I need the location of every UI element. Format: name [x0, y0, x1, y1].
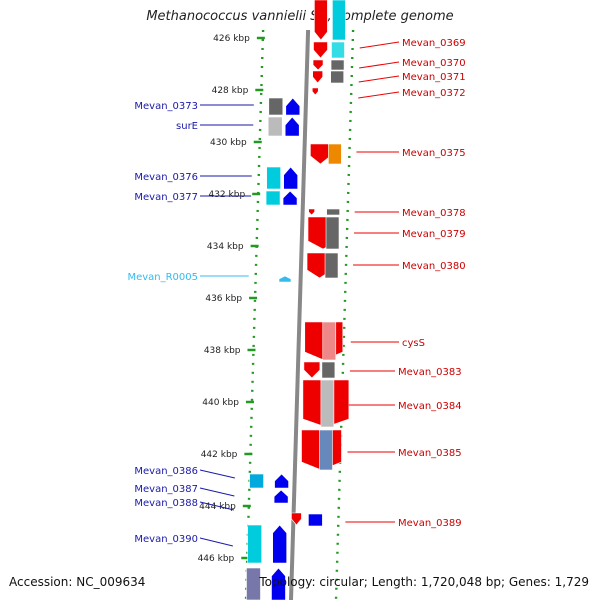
gene-category-box	[249, 473, 264, 489]
label-leader	[358, 75, 400, 83]
reverse-gene-arrow	[283, 166, 298, 190]
gene-label: Mevan_0375	[402, 148, 466, 159]
ruler-label: 434 kbp	[207, 242, 244, 252]
label-leader	[359, 41, 400, 49]
reverse-gene-arrow	[271, 567, 286, 600]
gene-category-box	[308, 513, 323, 527]
gene-label: Mevan_0389	[398, 518, 462, 529]
gene-category-box	[330, 70, 344, 84]
gene-label: Mevan_0385	[398, 448, 462, 459]
gene-category-box	[331, 41, 345, 59]
gene-category-box	[265, 190, 281, 206]
forward-gene-arrow	[311, 87, 319, 96]
gene-label: Mevan_0386	[134, 466, 198, 477]
label-leader	[199, 469, 236, 479]
gene-category-box	[321, 361, 336, 379]
forward-gene-arrow	[310, 143, 331, 165]
gene-label: Mevan_0371	[402, 72, 466, 83]
ruler-label: 436 kbp	[205, 294, 242, 304]
label-leader	[199, 501, 235, 511]
gene-category-box	[325, 216, 340, 250]
ruler-label: 440 kbp	[202, 398, 239, 408]
ruler-label: 444 kbp	[199, 502, 236, 512]
gene-category-box	[267, 116, 283, 137]
ruler-label: 428 kbp	[212, 86, 249, 96]
forward-gene-arrow	[308, 208, 315, 216]
reverse-gene-arrow	[282, 190, 298, 206]
reverse-gene-arrow	[285, 97, 301, 116]
ruler-label: 442 kbp	[201, 450, 238, 460]
forward-gene-arrow	[312, 59, 324, 71]
gene-label: Mevan_0380	[402, 261, 466, 272]
gene-category-box	[319, 429, 333, 471]
track-boundary-1	[334, 29, 355, 600]
gene-category-box	[247, 524, 262, 564]
genome-backbone	[289, 29, 311, 600]
genome-summary: Topology: circular; Length: 1,720,048 bp…	[259, 575, 589, 589]
gene-label: Mevan_0378	[402, 208, 466, 219]
gene-category-box	[320, 379, 335, 428]
reverse-gene-arrow	[272, 524, 287, 564]
gene-label: Mevan_0373	[134, 101, 198, 112]
reverse-gene-arrow	[284, 116, 300, 137]
forward-gene-arrow	[303, 361, 321, 379]
reverse-gene-arrow	[273, 489, 289, 504]
label-leader	[359, 61, 400, 69]
label-leader	[199, 487, 235, 497]
gene-category-box	[322, 321, 337, 361]
ruler-label: 430 kbp	[210, 138, 247, 148]
gene-label: Mevan_R0005	[127, 272, 198, 283]
rna-gene-arrow	[278, 275, 292, 283]
gene-label: Mevan_0377	[134, 192, 198, 203]
gene-category-box	[266, 166, 281, 190]
track-boundary-0	[244, 29, 265, 600]
gene-category-box	[268, 97, 284, 116]
forward-gene-arrow	[314, 0, 328, 41]
gene-category-box	[330, 59, 345, 71]
gene-category-box	[324, 252, 339, 279]
genome-title: Methanococcus vannielii SB, complete gen…	[146, 9, 454, 24]
gene-label: Mevan_0369	[402, 38, 466, 49]
reverse-gene-arrow	[274, 473, 289, 489]
forward-gene-arrow	[291, 512, 302, 526]
gene-label: cysS	[402, 338, 425, 349]
gene-label: surE	[176, 121, 198, 132]
gene-label: Mevan_0388	[134, 498, 198, 509]
gene-label: Mevan_0370	[402, 58, 466, 69]
accession-text: Accession: NC_009634	[9, 575, 146, 589]
gene-category-box	[246, 567, 261, 600]
gene-category-box	[328, 143, 342, 165]
forward-gene-arrow	[313, 41, 328, 59]
label-leader	[358, 91, 400, 99]
ruler-label: 438 kbp	[204, 346, 241, 356]
gene-label: Mevan_0376	[134, 172, 198, 183]
ruler-label: 446 kbp	[198, 554, 235, 564]
ruler-label: 426 kbp	[213, 34, 250, 44]
label-leader	[199, 537, 233, 547]
ruler-label: 432 kbp	[208, 190, 245, 200]
gene-label: Mevan_0390	[134, 534, 198, 545]
forward-gene-arrow	[312, 70, 323, 84]
gene-label: Mevan_0379	[402, 229, 466, 240]
gene-label: Mevan_0387	[134, 484, 198, 495]
gene-label: Mevan_0384	[398, 401, 462, 412]
gene-label: Mevan_0383	[398, 367, 462, 378]
gene-label: Mevan_0372	[402, 88, 466, 99]
gene-category-box	[326, 208, 340, 216]
gene-category-box	[332, 0, 346, 41]
